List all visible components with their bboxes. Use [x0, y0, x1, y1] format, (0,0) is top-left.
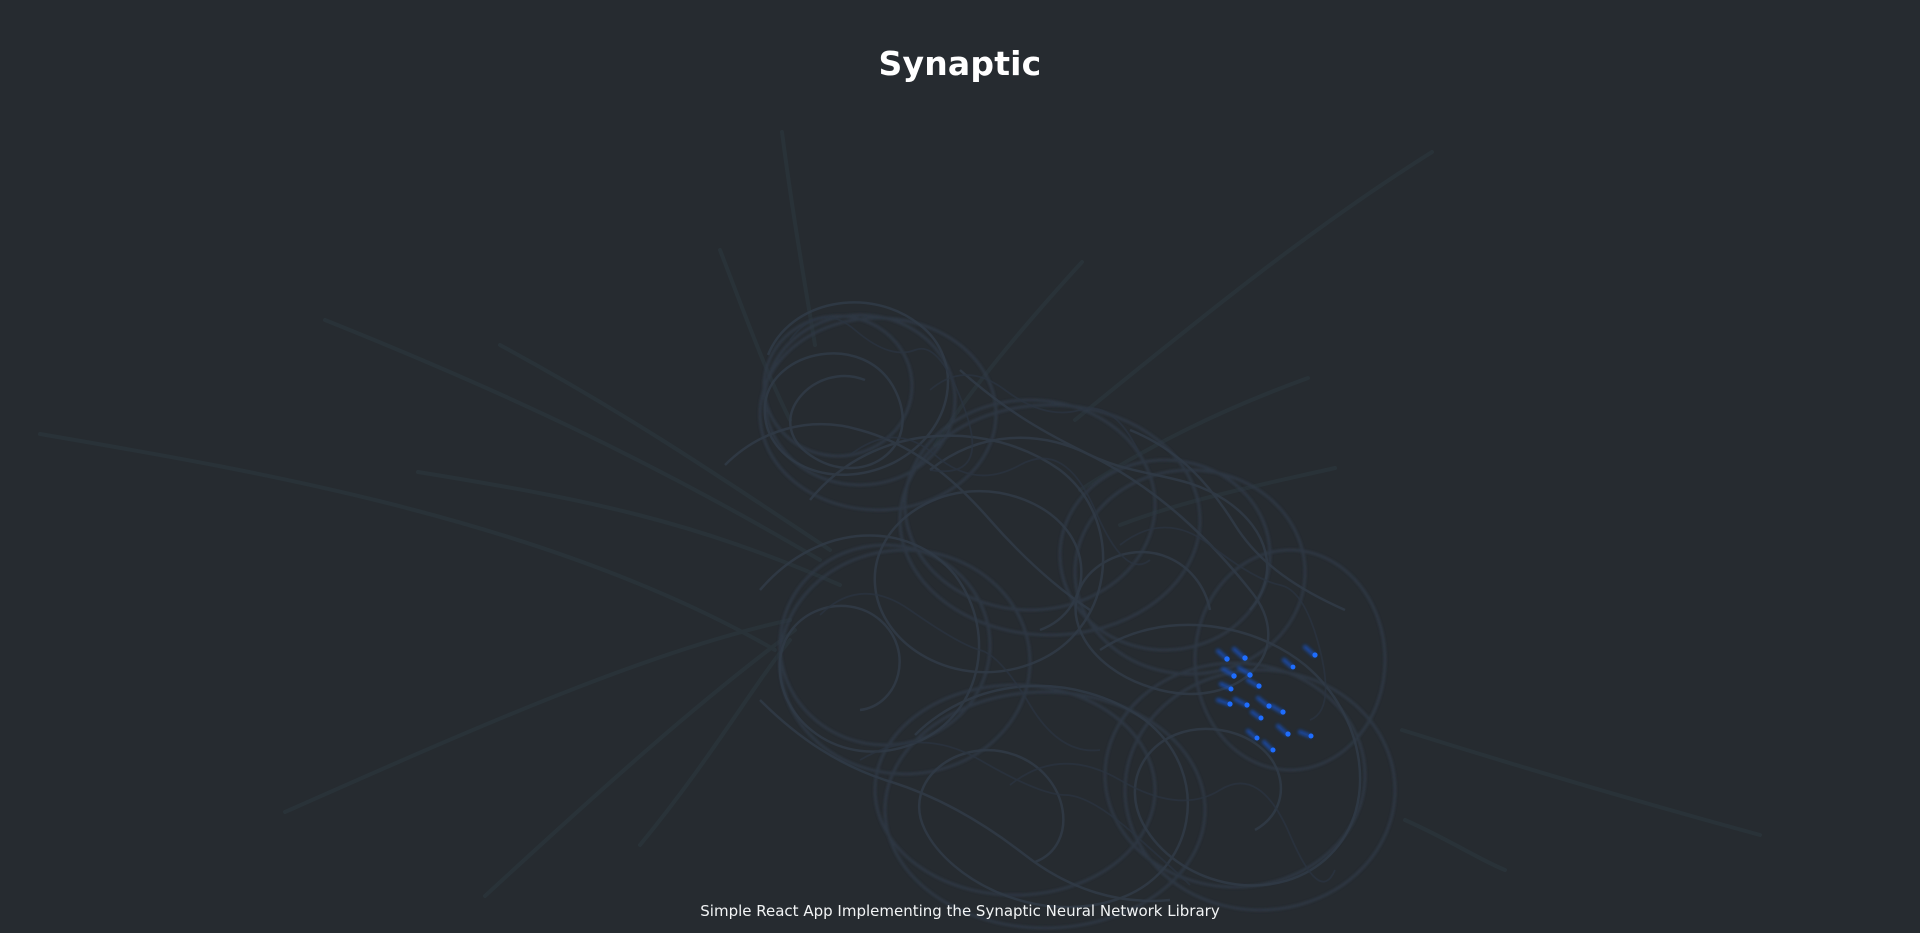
long-connection-lines [38, 130, 1762, 898]
fine-neural-paths [789, 316, 1336, 886]
active-signal-particles [1216, 645, 1318, 753]
page-title: Synaptic [878, 44, 1042, 84]
neural-trace-cloud [758, 313, 1397, 930]
page-subtitle: Simple React App Implementing the Synapt… [700, 902, 1220, 920]
dense-neural-paths [724, 301, 1362, 909]
